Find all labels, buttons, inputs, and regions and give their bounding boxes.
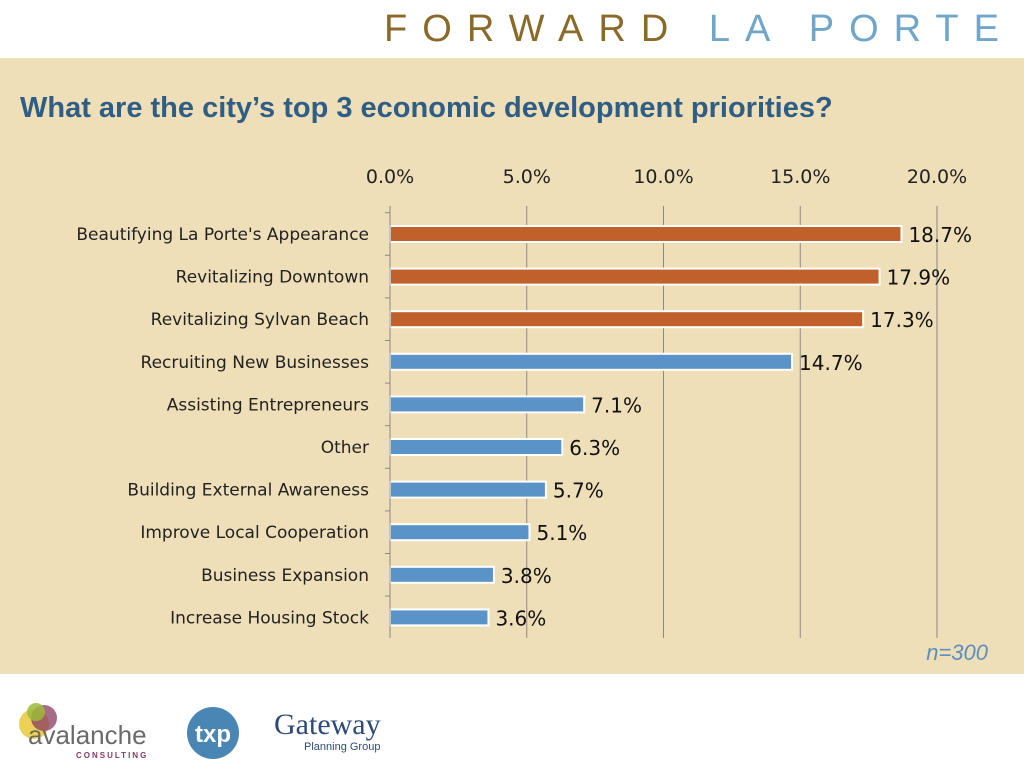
- value-label: 18.7%: [908, 223, 972, 247]
- category-label: Revitalizing Downtown: [176, 268, 369, 288]
- footer: avalanche CONSULTING txp Gateway Plannin…: [0, 674, 1024, 768]
- brand-title: FORWARD LA PORTE: [384, 8, 1014, 51]
- x-tick-label: 10.0%: [633, 166, 693, 188]
- category-label: Beautifying La Porte's Appearance: [76, 225, 369, 245]
- value-label: 14.7%: [799, 351, 863, 375]
- bar: [389, 523, 531, 542]
- value-label: 6.3%: [569, 436, 620, 460]
- brand-part1: FORWARD: [384, 8, 684, 50]
- brand-part2: LA PORTE: [708, 8, 1014, 50]
- value-label: 7.1%: [591, 393, 642, 417]
- bar: [389, 395, 586, 414]
- bar: [389, 438, 564, 456]
- value-label: 5.1%: [536, 521, 587, 545]
- slide-panel: What are the city’s top 3 economic devel…: [0, 58, 1024, 674]
- value-label: 3.6%: [495, 606, 546, 630]
- category-label: Increase Housing Stock: [170, 608, 369, 628]
- x-tick-label: 15.0%: [770, 166, 830, 188]
- x-tick-label: 0.0%: [366, 166, 414, 188]
- bar: [389, 480, 547, 499]
- value-label: 17.9%: [887, 266, 951, 290]
- category-label: Improve Local Cooperation: [140, 523, 369, 543]
- category-label: Business Expansion: [201, 566, 369, 586]
- header: FORWARD LA PORTE: [0, 0, 1024, 58]
- txp-logo: txp: [187, 707, 239, 759]
- category-label: Assisting Entrepreneurs: [167, 395, 369, 415]
- x-tick-label: 5.0%: [503, 166, 551, 188]
- bar: [389, 267, 881, 286]
- avalanche-logo-text: avalanche: [28, 720, 147, 750]
- category-label: Building External Awareness: [127, 481, 369, 501]
- sample-size-note: n=300: [926, 640, 988, 665]
- avalanche-consulting-logo: avalanche CONSULTING: [19, 703, 148, 760]
- category-label: Recruiting New Businesses: [141, 353, 370, 373]
- gateway-logo-sub: Planning Group: [304, 741, 380, 753]
- gateway-planning-logo: Gateway Planning Group: [274, 708, 381, 753]
- value-label: 17.3%: [870, 308, 934, 332]
- category-label: Other: [321, 438, 369, 458]
- bar: [389, 225, 903, 243]
- bar: [389, 565, 495, 584]
- chart-title: What are the city’s top 3 economic devel…: [20, 92, 833, 124]
- bar: [389, 310, 865, 329]
- avalanche-logo-sub: CONSULTING: [76, 751, 148, 760]
- bar: [389, 608, 490, 627]
- bar-chart: 0.0% 5.0% 10.0% 15.0% 20.0% Beautifying La Po…: [76, 166, 972, 638]
- value-label: 5.7%: [553, 479, 604, 503]
- bar: [389, 352, 794, 371]
- x-tick-label: 20.0%: [907, 166, 967, 188]
- category-label: Revitalizing Sylvan Beach: [151, 310, 369, 330]
- txp-logo-text: txp: [195, 721, 231, 748]
- value-label: 3.8%: [501, 564, 552, 588]
- gateway-logo-text: Gateway: [274, 708, 381, 741]
